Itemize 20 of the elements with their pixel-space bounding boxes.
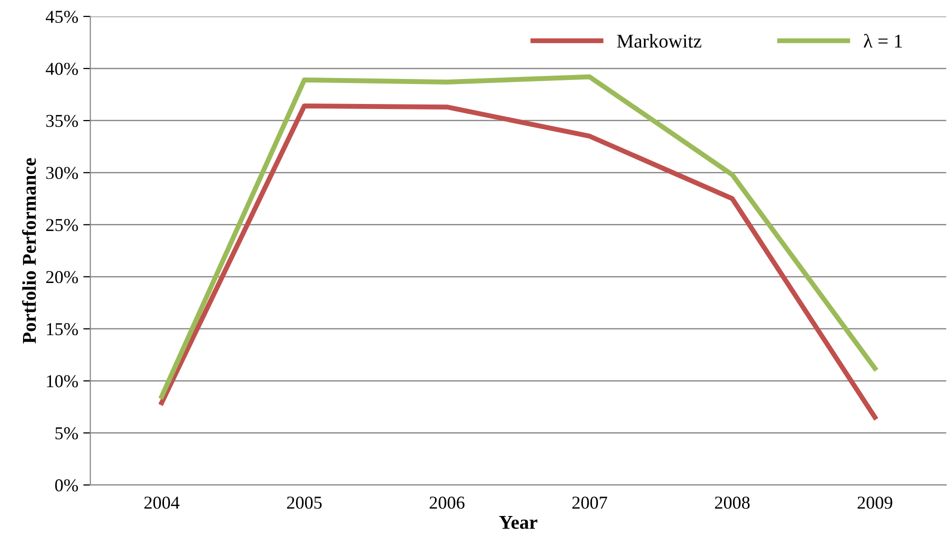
y-tick-label: 40% <box>46 62 78 75</box>
legend-label: Markowitz <box>617 34 702 48</box>
x-tick-label: 2008 <box>715 496 750 509</box>
x-tick-label: 2005 <box>287 496 322 509</box>
y-tick-label: 25% <box>46 218 78 232</box>
y-tick-label: 15% <box>47 323 78 336</box>
y-tick-label: 30% <box>46 166 78 180</box>
x-tick-label: 2004 <box>144 496 180 509</box>
y-tick-label: 0% <box>55 479 78 492</box>
x-tick-label: 2009 <box>858 496 892 509</box>
y-tick-label: 20% <box>46 270 78 284</box>
x-axis-title: Year <box>499 516 538 529</box>
y-tick-label: 10% <box>47 375 78 388</box>
y-axis-title: Portfolio Performance <box>22 158 36 344</box>
y-tick-label: 5% <box>56 427 78 440</box>
x-tick-label: 2007 <box>572 496 608 509</box>
y-tick-label: 45% <box>46 10 78 23</box>
x-tick-label: 2006 <box>430 496 464 509</box>
y-tick-label: 35% <box>46 114 78 128</box>
legend-label: λ = 1 <box>864 34 902 48</box>
